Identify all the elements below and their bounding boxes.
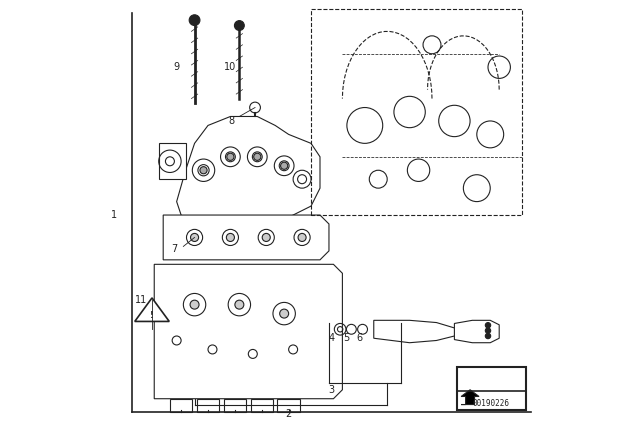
Circle shape — [253, 153, 261, 160]
Text: 5: 5 — [343, 333, 349, 343]
Circle shape — [280, 162, 288, 169]
Circle shape — [280, 309, 289, 318]
Text: 8: 8 — [228, 116, 234, 126]
Text: 00190226: 00190226 — [472, 399, 509, 408]
Polygon shape — [251, 399, 273, 412]
Polygon shape — [154, 264, 342, 399]
Circle shape — [189, 15, 200, 26]
Circle shape — [227, 153, 234, 160]
Circle shape — [262, 233, 270, 241]
Polygon shape — [224, 399, 246, 412]
Text: 3: 3 — [328, 385, 334, 395]
Text: 9: 9 — [173, 62, 180, 72]
Circle shape — [200, 167, 207, 174]
Text: 6: 6 — [356, 333, 362, 343]
Circle shape — [485, 323, 491, 328]
Circle shape — [485, 333, 491, 339]
Polygon shape — [177, 116, 320, 228]
Text: 2: 2 — [285, 409, 292, 419]
Circle shape — [190, 300, 199, 309]
Polygon shape — [163, 215, 329, 260]
Polygon shape — [374, 320, 463, 343]
Text: 11: 11 — [134, 295, 147, 305]
Polygon shape — [170, 399, 192, 412]
Circle shape — [234, 21, 244, 30]
Polygon shape — [197, 399, 220, 412]
Text: !: ! — [150, 311, 154, 320]
Polygon shape — [454, 320, 499, 343]
Text: 7: 7 — [172, 244, 177, 254]
Polygon shape — [135, 298, 169, 322]
Circle shape — [191, 233, 198, 241]
Bar — [457, 367, 526, 410]
Polygon shape — [159, 143, 186, 179]
Text: 4: 4 — [329, 333, 335, 343]
Circle shape — [227, 233, 234, 241]
Circle shape — [235, 300, 244, 309]
Circle shape — [485, 328, 491, 333]
Polygon shape — [278, 399, 300, 412]
Polygon shape — [461, 390, 479, 405]
Text: 1: 1 — [111, 210, 117, 220]
Circle shape — [298, 233, 306, 241]
Text: 10: 10 — [224, 62, 237, 72]
